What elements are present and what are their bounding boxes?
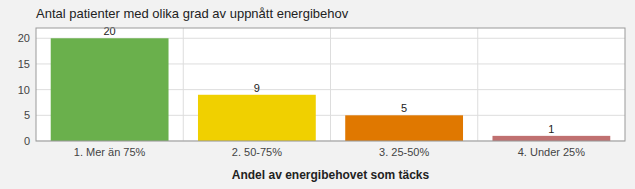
x-tick-label: 2. 50-75%: [232, 146, 282, 158]
bar: [198, 95, 316, 141]
bar: [51, 38, 169, 141]
data-label: 20: [104, 25, 116, 37]
category-separator: [330, 28, 331, 141]
chart-container: 0 5 10 15 20 20 9 5 1 1. Mer än 75% 2. 50-75% 3. 25…: [0, 0, 635, 189]
y-tick-label: 10: [18, 84, 30, 96]
x-tick-label: 1. Mer än 75%: [74, 146, 146, 158]
x-axis-label: Andel av energibehovet som täcks: [232, 168, 430, 182]
data-label: 1: [548, 123, 554, 135]
x-tick-label: 3. 25-50%: [379, 146, 429, 158]
chart-title: Antal patienter med olika grad av uppnåt…: [36, 6, 349, 21]
chart: 0 5 10 15 20 20 9 5 1 1. Mer än 75% 2. 50-75% 3. 25…: [0, 0, 635, 189]
data-label: 9: [254, 82, 260, 94]
data-label: 5: [401, 102, 407, 114]
bar: [345, 115, 463, 141]
y-tick-label: 20: [18, 32, 30, 44]
category-separator: [183, 28, 184, 141]
y-tick-label: 15: [18, 58, 30, 70]
bars: [51, 38, 611, 141]
plot-frame: [36, 28, 625, 141]
category-separator: [477, 28, 478, 141]
y-tick-label: 5: [24, 109, 30, 121]
plot-background: [36, 28, 625, 141]
bar: [492, 136, 610, 141]
x-tick-label: 4. Under 25%: [518, 146, 585, 158]
y-tick-label: 0: [24, 135, 30, 147]
